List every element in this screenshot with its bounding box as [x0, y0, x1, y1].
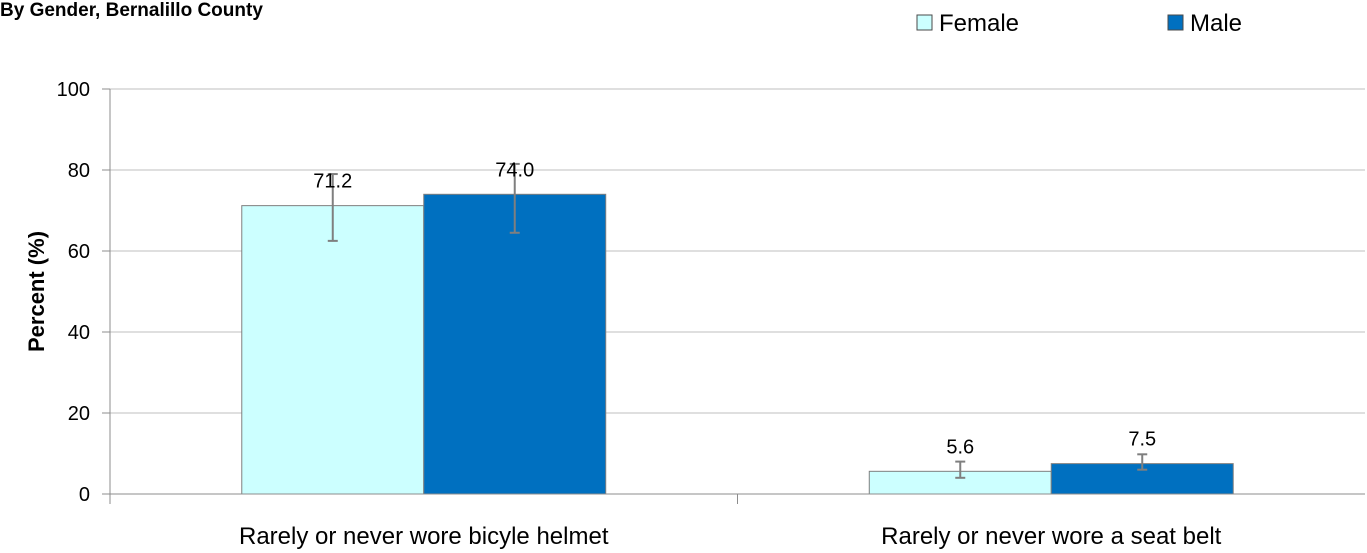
data-label: 7.5: [1128, 429, 1156, 451]
axes: 0 20 40 60 80 100 Percent (%) Rarely or never w…: [24, 79, 1365, 550]
legend-label: Male: [1190, 10, 1242, 37]
y-tick-label: 0: [79, 484, 90, 506]
y-tick-label: 40: [68, 322, 90, 344]
x-tick-label: Rarely or never wore a seat belt: [881, 523, 1221, 550]
legend-swatch-female: [916, 14, 933, 31]
y-axis-label: Percent (%): [24, 231, 49, 352]
legend-label: Female: [939, 10, 1019, 37]
y-tick-label: 100: [57, 79, 90, 101]
data-label: 71.2: [313, 171, 352, 193]
data-label: 74.0: [495, 159, 534, 181]
legend: Female Male: [916, 10, 1242, 37]
bars: [241, 193, 1234, 495]
chart-title: By Gender, Bernalillo County: [0, 0, 263, 21]
bar-male-0: [423, 193, 607, 495]
y-tick-label: 80: [68, 160, 90, 182]
bar-female-0: [241, 205, 425, 495]
data-label: 5.6: [946, 436, 974, 458]
data-labels: 71.2 74.0 5.6 7.5: [313, 159, 1156, 458]
x-tick-label: Rarely or never wore bicyle helmet: [239, 523, 609, 550]
legend-swatch-male: [1167, 14, 1184, 31]
y-tick-label: 60: [68, 241, 90, 263]
y-tick-label: 20: [68, 403, 90, 425]
error-bars: [327, 162, 1148, 479]
gridlines: [110, 88, 1365, 414]
